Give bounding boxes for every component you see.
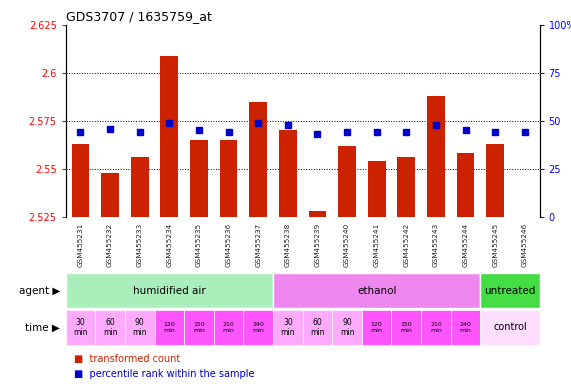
Text: GSM455232: GSM455232	[107, 222, 113, 266]
Bar	[160, 56, 178, 217]
Bar	[480, 273, 540, 308]
Bar	[131, 157, 148, 217]
Text: 240
min: 240 min	[252, 322, 264, 333]
Bar	[279, 131, 297, 217]
Bar	[362, 310, 392, 345]
Bar	[308, 211, 327, 217]
Text: 210
min: 210 min	[430, 322, 442, 333]
Text: GSM455241: GSM455241	[373, 222, 380, 266]
Bar	[214, 310, 243, 345]
Text: GSM455242: GSM455242	[403, 222, 409, 266]
Text: ■  transformed count: ■ transformed count	[74, 354, 180, 364]
Text: GSM455238: GSM455238	[285, 222, 291, 266]
Bar	[71, 144, 89, 217]
Text: humidified air: humidified air	[133, 286, 206, 296]
Bar	[125, 310, 155, 345]
Bar	[273, 273, 480, 308]
Text: control: control	[493, 322, 527, 332]
Text: time ▶: time ▶	[25, 322, 60, 332]
Bar	[190, 140, 208, 217]
Bar	[220, 140, 238, 217]
Bar	[332, 310, 362, 345]
Text: ■  percentile rank within the sample: ■ percentile rank within the sample	[74, 369, 255, 379]
Text: GSM455243: GSM455243	[433, 222, 439, 266]
Text: agent ▶: agent ▶	[19, 286, 60, 296]
Bar	[303, 310, 332, 345]
Text: 30
min: 30 min	[73, 318, 88, 337]
Bar	[273, 310, 303, 345]
Bar	[66, 310, 95, 345]
Bar	[392, 310, 421, 345]
Text: GDS3707 / 1635759_at: GDS3707 / 1635759_at	[66, 10, 211, 23]
Text: GSM455234: GSM455234	[166, 222, 172, 266]
Text: GSM455246: GSM455246	[522, 222, 528, 266]
Bar	[155, 310, 184, 345]
Text: 210
min: 210 min	[223, 322, 235, 333]
Text: 90
min: 90 min	[340, 318, 355, 337]
Bar	[516, 217, 534, 218]
Text: GSM455244: GSM455244	[463, 222, 469, 266]
Text: 30
min: 30 min	[280, 318, 295, 337]
Text: GSM455233: GSM455233	[136, 222, 143, 266]
Bar	[243, 310, 273, 345]
Bar	[338, 146, 356, 217]
Bar	[486, 144, 504, 217]
Text: 90
min: 90 min	[132, 318, 147, 337]
Text: 60
min: 60 min	[103, 318, 118, 337]
Text: 150
min: 150 min	[193, 322, 205, 333]
Bar	[427, 96, 445, 217]
Bar	[480, 310, 540, 345]
Text: 60
min: 60 min	[310, 318, 325, 337]
Bar	[66, 273, 273, 308]
Bar	[368, 161, 385, 217]
Text: GSM455235: GSM455235	[196, 222, 202, 266]
Text: GSM455237: GSM455237	[255, 222, 261, 266]
Text: GSM455231: GSM455231	[78, 222, 83, 266]
Text: untreated: untreated	[484, 286, 536, 296]
Text: GSM455236: GSM455236	[226, 222, 232, 266]
Bar	[101, 172, 119, 217]
Text: GSM455245: GSM455245	[492, 222, 498, 266]
Bar	[457, 154, 475, 217]
Bar	[451, 310, 480, 345]
Text: GSM455239: GSM455239	[315, 222, 320, 266]
Text: 150
min: 150 min	[400, 322, 412, 333]
Text: 240
min: 240 min	[460, 322, 472, 333]
Text: 120
min: 120 min	[163, 322, 175, 333]
Bar	[184, 310, 214, 345]
Bar	[95, 310, 125, 345]
Text: GSM455240: GSM455240	[344, 222, 350, 266]
Bar	[397, 157, 415, 217]
Text: ethanol: ethanol	[357, 286, 396, 296]
Bar	[250, 102, 267, 217]
Text: 120
min: 120 min	[371, 322, 383, 333]
Bar	[421, 310, 451, 345]
